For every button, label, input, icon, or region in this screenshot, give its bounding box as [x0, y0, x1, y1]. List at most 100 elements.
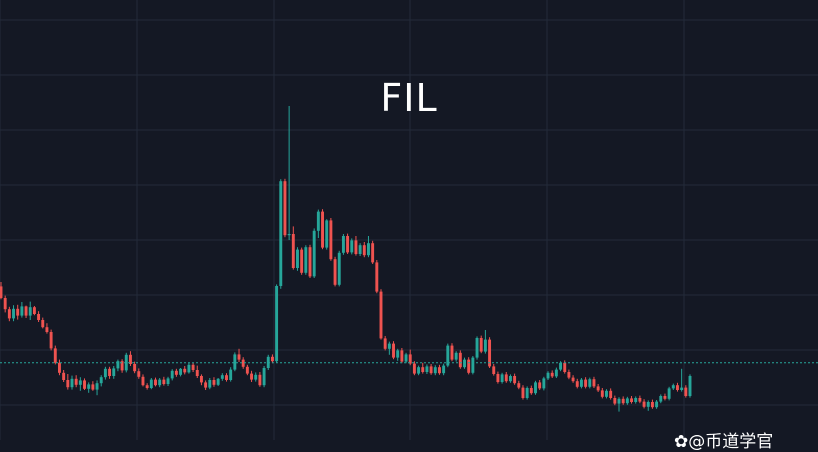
- candle: [137, 368, 141, 379]
- candle-body: [237, 354, 241, 360]
- candle: [605, 389, 608, 399]
- candle: [429, 364, 433, 375]
- candle-body: [262, 368, 266, 386]
- candle-body: [66, 380, 70, 388]
- candle-body: [646, 402, 650, 407]
- candle-body: [362, 245, 366, 256]
- candle: [329, 218, 333, 261]
- candle-body: [379, 291, 383, 339]
- candle: [49, 329, 53, 351]
- candle: [475, 336, 479, 360]
- candle: [542, 376, 546, 391]
- candle: [279, 179, 283, 289]
- candle: [567, 369, 571, 380]
- candle-body: [521, 387, 525, 398]
- candle-body: [154, 379, 157, 386]
- candle-body: [433, 367, 437, 374]
- candle: [325, 219, 329, 250]
- candle: [120, 359, 124, 373]
- candle: [412, 361, 416, 376]
- candle-body: [220, 375, 224, 379]
- candle: [367, 236, 370, 258]
- candle: [296, 247, 299, 271]
- candle-body: [225, 375, 228, 380]
- candle: [525, 386, 529, 400]
- candle-body: [16, 308, 20, 316]
- candle: [145, 383, 149, 390]
- candle: [638, 395, 642, 404]
- candle-body: [592, 379, 596, 387]
- candle: [53, 345, 57, 365]
- candle-body: [341, 236, 345, 253]
- candle: [534, 380, 537, 395]
- candle-body: [20, 306, 24, 316]
- candle: [400, 348, 404, 364]
- candle-body: [458, 352, 462, 368]
- candle: [634, 396, 638, 404]
- candle: [467, 357, 471, 375]
- candle: [187, 362, 191, 374]
- candle-body: [137, 371, 141, 377]
- candle: [262, 366, 266, 388]
- candle: [663, 393, 667, 401]
- candle-body: [655, 401, 659, 408]
- candle: [571, 375, 575, 383]
- candle: [103, 366, 107, 380]
- candle-body: [463, 359, 466, 368]
- candle: [358, 243, 362, 256]
- candle: [12, 305, 15, 322]
- candle-body: [174, 370, 178, 375]
- candle: [300, 247, 304, 275]
- candle: [174, 368, 178, 377]
- candles: [0, 106, 692, 412]
- candle: [442, 363, 446, 376]
- candle-body: [279, 181, 283, 286]
- candle-body: [671, 385, 675, 389]
- candle: [350, 238, 354, 255]
- candle: [584, 377, 588, 389]
- candle: [492, 364, 496, 376]
- candle: [659, 394, 663, 404]
- candle: [617, 397, 621, 412]
- candle-body: [492, 366, 496, 374]
- candle-body: [479, 338, 483, 352]
- candle: [375, 260, 379, 294]
- candle: [128, 351, 132, 366]
- candle-body: [387, 343, 391, 349]
- candle-body: [467, 359, 471, 373]
- candle: [141, 374, 145, 387]
- candle: [154, 377, 157, 387]
- candle-body: [83, 380, 86, 389]
- candle-body: [350, 240, 354, 253]
- candle: [20, 302, 24, 318]
- candle: [74, 375, 78, 388]
- candle-body: [128, 354, 132, 364]
- candle: [45, 323, 49, 334]
- candle: [371, 240, 375, 264]
- candle: [676, 382, 679, 392]
- candle: [304, 245, 308, 275]
- candle: [83, 378, 86, 390]
- candle-body: [367, 243, 370, 256]
- candle: [179, 368, 183, 377]
- candle-body: [579, 379, 583, 387]
- candle: [596, 384, 600, 392]
- candle: [538, 380, 542, 390]
- candle-body: [605, 390, 608, 397]
- candle-body: [28, 307, 32, 316]
- candle-body: [195, 370, 199, 376]
- candle-body: [37, 314, 41, 320]
- candle-body: [170, 370, 174, 379]
- watermark-text: @币道学官: [688, 432, 774, 452]
- candle: [579, 378, 583, 389]
- candle-body: [166, 378, 170, 384]
- candle: [517, 380, 521, 390]
- candle-body: [283, 181, 287, 236]
- candle: [133, 361, 137, 374]
- candle-body: [680, 387, 684, 390]
- candle: [650, 399, 654, 409]
- candle-body: [625, 398, 629, 404]
- candle-body: [634, 398, 638, 402]
- candle-body: [0, 286, 3, 298]
- candle: [87, 382, 91, 393]
